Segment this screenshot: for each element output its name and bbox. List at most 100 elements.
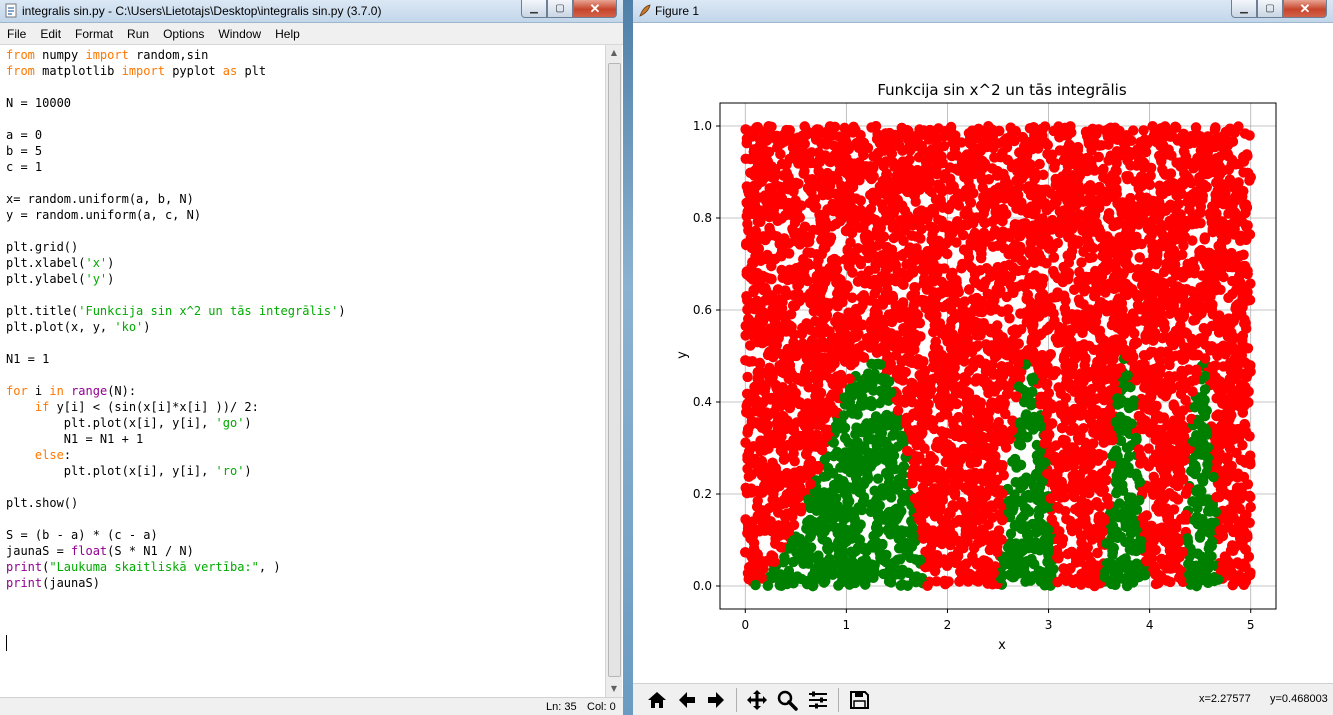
python-file-icon bbox=[5, 3, 17, 18]
code-token: for bbox=[6, 384, 28, 398]
code-line: plt.grid() bbox=[6, 239, 78, 255]
code-line: y = random.uniform(a, c, N) bbox=[6, 207, 201, 223]
code-token: numpy bbox=[34, 48, 86, 62]
code-token: y = random.uniform(a, c, N) bbox=[6, 208, 202, 222]
y-tick-label: 1.0 bbox=[693, 119, 712, 133]
menu-window[interactable]: Window bbox=[218, 26, 262, 41]
scroll-down-icon[interactable]: ▼ bbox=[610, 684, 618, 693]
code-token: c = 1 bbox=[6, 160, 43, 174]
code-token: plt.show() bbox=[6, 496, 79, 510]
scroll-up-icon[interactable]: ▲ bbox=[610, 48, 618, 57]
code-token: print bbox=[6, 560, 43, 574]
code-line: plt.plot(x, y, 'ko') bbox=[6, 319, 151, 335]
code-token: in bbox=[49, 384, 64, 398]
code-token bbox=[64, 384, 71, 398]
x-axis-label: x bbox=[998, 638, 1006, 653]
menu-edit[interactable]: Edit bbox=[40, 26, 62, 41]
code-token: plt bbox=[237, 64, 267, 78]
scrollbar-thumb[interactable] bbox=[608, 63, 621, 677]
code-token: float bbox=[71, 544, 108, 558]
code-line: S = (b - a) * (c - a) bbox=[6, 527, 158, 543]
code-token: if bbox=[34, 400, 50, 414]
code-line: c = 1 bbox=[6, 159, 42, 175]
figure-window-title: Figure 1 bbox=[655, 4, 700, 18]
y-axis-label: y bbox=[675, 351, 690, 359]
code-line: plt.plot(x[i], y[i], 'go') bbox=[6, 415, 252, 431]
code-token: (S * N1 / N) bbox=[107, 544, 194, 558]
code-token: S = (b - a) * (c - a) bbox=[6, 528, 158, 542]
red-point bbox=[956, 496, 967, 508]
code-token: N1 = 1 bbox=[6, 352, 50, 366]
code-token: from bbox=[6, 48, 35, 62]
figure-canvas[interactable]: Funkcija sin x^2 un tās integrālis x y 0… bbox=[633, 23, 1333, 683]
code-line: from numpy import random,sin bbox=[6, 47, 208, 63]
axis-ticks: 0 1 2 3 4 50.00.20.40.60.81.0 bbox=[693, 119, 1255, 632]
code-line: jaunaS = float(S * N1 / N) bbox=[6, 543, 194, 559]
code-token: 'Funkcija sin x^2 un tās integrālis' bbox=[78, 304, 339, 318]
chart-title: Funkcija sin x^2 un tās integrālis bbox=[877, 81, 1127, 99]
column-number: Col: 0 bbox=[587, 701, 616, 713]
code-token: a = 0 bbox=[6, 128, 43, 142]
idle-status-bar: Ln: 35 Col: 0 bbox=[0, 697, 623, 715]
code-token: plt.plot(x[i], y[i], bbox=[6, 416, 216, 430]
code-token: 'x' bbox=[85, 256, 108, 270]
code-line: x= random.uniform(a, b, N) bbox=[6, 191, 194, 207]
figure-window: Figure 1 ▁ ▢ ✕ Funkcija sin x^2 un tās i… bbox=[633, 0, 1333, 715]
red-point bbox=[742, 371, 753, 383]
idle-titlebar[interactable]: integralis sin.py - C:\Users\Lietotajs\D… bbox=[0, 0, 623, 23]
x-tick-label: 4 bbox=[1146, 618, 1154, 632]
x-tick-label: 5 bbox=[1247, 618, 1255, 632]
code-token: plt.plot(x[i], y[i], bbox=[6, 464, 216, 478]
code-token: 'y' bbox=[85, 272, 108, 286]
code-token: ) bbox=[244, 464, 252, 478]
code-token: : bbox=[63, 448, 72, 462]
code-line: plt.title('Funkcija sin x^2 un tās integ… bbox=[6, 303, 346, 319]
code-token: x= random.uniform(a, b, N) bbox=[6, 192, 194, 206]
code-line: if y[i] < (sin(x[i]*x[i] ))/ 2: bbox=[6, 399, 259, 415]
menu-file[interactable]: File bbox=[7, 26, 27, 41]
code-line: plt.xlabel('x') bbox=[6, 255, 114, 271]
code-token: , ) bbox=[258, 560, 281, 574]
code-token: plt.plot(x, y, bbox=[6, 320, 115, 334]
code-line: b = 5 bbox=[6, 143, 42, 159]
menu-help[interactable]: Help bbox=[275, 26, 300, 41]
menu-format[interactable]: Format bbox=[75, 26, 114, 41]
idle-menubar: File Edit Format Run Options Window Help bbox=[0, 23, 623, 45]
close-button[interactable]: ✕ bbox=[573, 0, 617, 18]
figure-minimize-button[interactable]: ▁ bbox=[1231, 0, 1257, 18]
code-token: range bbox=[71, 384, 108, 398]
code-token: plt.title( bbox=[6, 304, 79, 318]
code-editor[interactable]: from numpy import random,sin from matplot… bbox=[0, 45, 605, 697]
code-line: N1 = N1 + 1 bbox=[6, 431, 143, 447]
code-token: print bbox=[6, 576, 43, 590]
close-icon: ✕ bbox=[589, 0, 601, 16]
code-line: N1 = 1 bbox=[6, 351, 49, 367]
code-token: 'ro' bbox=[215, 464, 245, 478]
red-point bbox=[977, 182, 988, 193]
code-token: ) bbox=[244, 416, 252, 430]
red-point bbox=[951, 237, 962, 248]
scatter-chart[interactable]: Funkcija sin x^2 un tās integrālis x y 0… bbox=[633, 23, 1333, 683]
code-line: print(jaunaS) bbox=[6, 575, 100, 591]
menu-run[interactable]: Run bbox=[127, 26, 150, 41]
editor-scrollbar[interactable]: ▲ ▼ bbox=[605, 45, 622, 697]
minimize-icon: ▁ bbox=[530, 3, 538, 14]
code-token: "Laukuma skaitliskā vertība:" bbox=[49, 560, 259, 574]
code-token: ) bbox=[338, 304, 346, 318]
line-number: Ln: 35 bbox=[546, 701, 577, 713]
code-token: random,sin bbox=[128, 48, 209, 62]
figure-titlebar[interactable]: Figure 1 ▁ ▢ ✕ bbox=[633, 0, 1333, 23]
x-tick-label: 1 bbox=[843, 618, 851, 632]
minimize-button[interactable]: ▁ bbox=[521, 0, 547, 18]
code-token: from bbox=[6, 64, 35, 78]
maximize-button[interactable]: ▢ bbox=[547, 0, 573, 18]
code-token: N1 = N1 + 1 bbox=[6, 432, 144, 446]
code-token bbox=[6, 400, 35, 414]
code-token: (jaunaS) bbox=[42, 576, 100, 590]
idle-editor-window: integralis sin.py - C:\Users\Lietotajs\D… bbox=[0, 0, 623, 715]
figure-close-button[interactable]: ✕ bbox=[1283, 0, 1327, 18]
figure-maximize-button[interactable]: ▢ bbox=[1257, 0, 1283, 18]
code-line: a = 0 bbox=[6, 127, 42, 143]
menu-options[interactable]: Options bbox=[163, 26, 205, 41]
code-token: plt.ylabel( bbox=[6, 272, 86, 286]
